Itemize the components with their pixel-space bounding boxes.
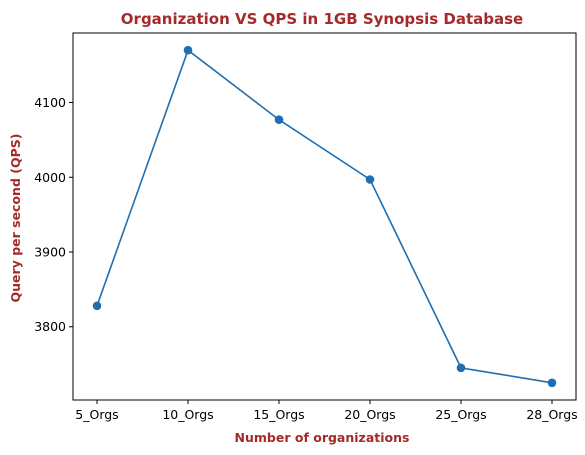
data-point bbox=[456, 363, 466, 373]
axes-frame bbox=[72, 32, 577, 401]
y-tick-label: 3900 bbox=[34, 245, 66, 260]
x-axis-label: Number of organizations bbox=[235, 430, 410, 445]
data-point bbox=[547, 378, 557, 388]
data-point bbox=[274, 115, 284, 125]
y-tick-label: 4000 bbox=[34, 170, 66, 185]
y-tick-label: 3800 bbox=[34, 319, 66, 334]
series-line bbox=[96, 48, 553, 384]
x-axis: 5_Orgs 10_Orgs 15_Orgs 20_Orgs 25_Orgs 28_Org… bbox=[75, 400, 578, 422]
x-tick-label: 15_Orgs bbox=[253, 407, 304, 422]
x-tick-label: 10_Orgs bbox=[162, 407, 213, 422]
x-tick-label: 20_Orgs bbox=[344, 407, 395, 422]
x-tick-label: 28_Orgs bbox=[526, 407, 577, 422]
data-point bbox=[365, 175, 375, 184]
x-tick-label: 25_Orgs bbox=[435, 407, 486, 422]
x-tick-label: 5_Orgs bbox=[75, 407, 118, 422]
y-axis-label: Query per second (QPS) bbox=[8, 134, 23, 303]
y-axis: 3800 3900 4000 4100 bbox=[34, 95, 73, 334]
plot-area bbox=[92, 45, 557, 388]
chart-title: Organization VS QPS in 1GB Synopsis Data… bbox=[121, 10, 523, 28]
data-point bbox=[92, 301, 102, 311]
y-tick-label: 4100 bbox=[34, 95, 66, 110]
data-point bbox=[183, 45, 193, 55]
